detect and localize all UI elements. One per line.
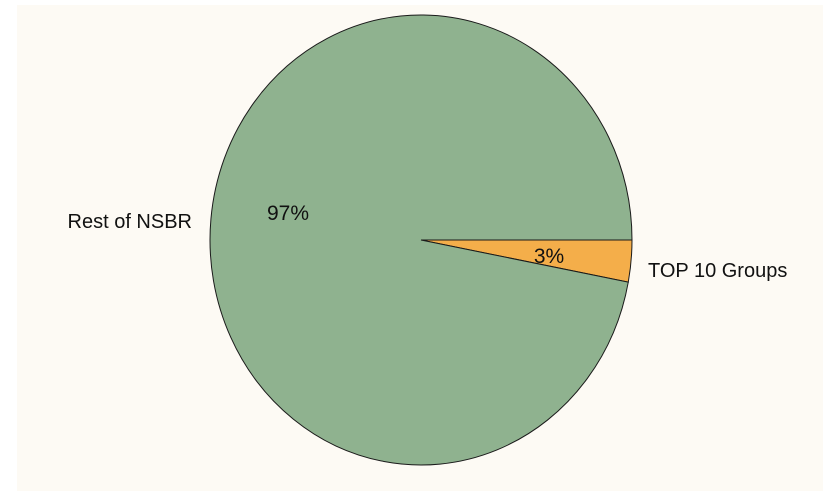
pie-percent-label: 97% — [267, 202, 309, 225]
pie-percent-label: 3% — [534, 245, 564, 268]
pie-chart: 3% TOP 10 Groups 97% Rest of NSBR — [17, 5, 823, 491]
pie-slice-rest-of-nsbr — [209, 14, 633, 466]
pie-category-label: Rest of NSBR — [68, 211, 192, 233]
pie-slices — [209, 14, 633, 466]
pie-category-label: TOP 10 Groups — [648, 260, 787, 282]
pie-labels: 3% TOP 10 Groups 97% Rest of NSBR — [68, 202, 788, 282]
